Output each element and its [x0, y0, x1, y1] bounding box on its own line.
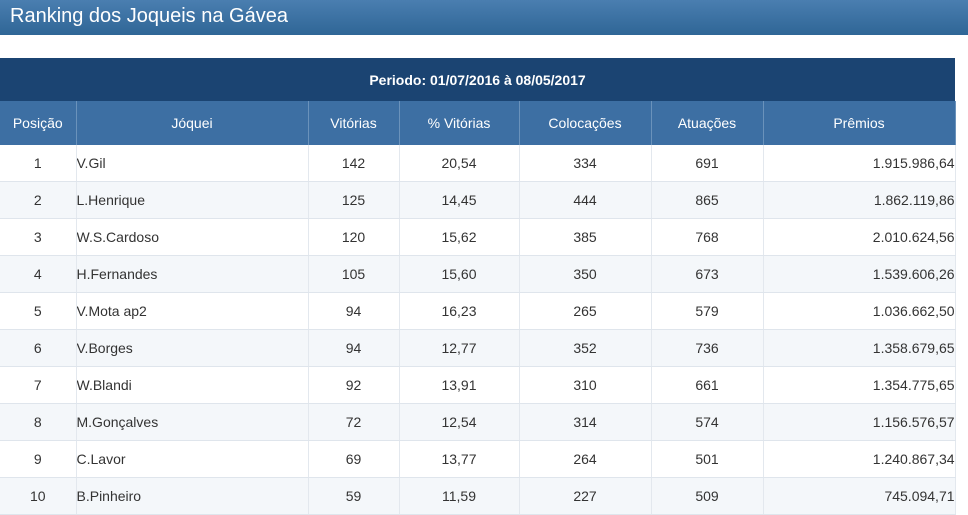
- table-cell: V.Gil: [76, 145, 309, 182]
- table-cell: 3: [0, 218, 77, 256]
- table-cell: 1.354.775,65: [763, 366, 956, 404]
- table-cell: 7: [0, 366, 77, 404]
- table-cell: 12,54: [399, 403, 520, 441]
- table-cell: 10: [0, 477, 77, 515]
- table-cell: 574: [651, 403, 764, 441]
- table-row: 6 V.Borges 94 12,77 352 736 1.358.679,65: [0, 329, 956, 367]
- table-cell: W.Blandi: [76, 366, 309, 404]
- table-cell: 1.358.679,65: [763, 329, 956, 367]
- table-cell: 736: [651, 329, 764, 367]
- table-cell: V.Borges: [76, 329, 309, 367]
- table-row: 8 M.Gonçalves 72 12,54 314 574 1.156.576,57: [0, 403, 956, 441]
- table-cell: 1.862.119,86: [763, 181, 956, 219]
- column-header: Atuações: [651, 101, 764, 145]
- column-header: % Vitórias: [399, 101, 520, 145]
- table-cell: 120: [308, 218, 400, 256]
- table-cell: 94: [308, 329, 400, 367]
- table-cell: 691: [651, 145, 764, 182]
- table-cell: 20,54: [399, 145, 520, 182]
- column-header: Jóquei: [76, 101, 309, 145]
- table-cell: L.Henrique: [76, 181, 309, 219]
- table-cell: 6: [0, 329, 77, 367]
- page-title: Ranking dos Joqueis na Gávea: [10, 5, 288, 27]
- table-cell: B.Pinheiro: [76, 477, 309, 515]
- table-cell: 310: [519, 366, 652, 404]
- column-header: Prêmios: [763, 101, 956, 145]
- table-cell: 142: [308, 145, 400, 182]
- column-header: Colocações: [519, 101, 652, 145]
- table-cell: 92: [308, 366, 400, 404]
- table-cell: 2: [0, 181, 77, 219]
- table-cell: 265: [519, 292, 652, 330]
- table-cell: 125: [308, 181, 400, 219]
- table-cell: 15,60: [399, 255, 520, 293]
- table-cell: 444: [519, 181, 652, 219]
- table-row: 1 V.Gil 142 20,54 334 691 1.915.986,64: [0, 145, 956, 182]
- table-row: 7 W.Blandi 92 13,91 310 661 1.354.775,65: [0, 366, 956, 404]
- table-cell: 745.094,71: [763, 477, 956, 515]
- table-row: 9 C.Lavor 69 13,77 264 501 1.240.867,34: [0, 440, 956, 478]
- table-row: 5 V.Mota ap2 94 16,23 265 579 1.036.662,50: [0, 292, 956, 330]
- table-cell: 11,59: [399, 477, 520, 515]
- table-cell: 661: [651, 366, 764, 404]
- table-cell: 350: [519, 255, 652, 293]
- table-body: 1 V.Gil 142 20,54 334 691 1.915.986,64 2 L.Henri…: [0, 145, 956, 515]
- table-cell: W.S.Cardoso: [76, 218, 309, 256]
- table-cell: 72: [308, 403, 400, 441]
- table-row: 3 W.S.Cardoso 120 15,62 385 768 2.010.624,56: [0, 218, 956, 256]
- table-cell: 105: [308, 255, 400, 293]
- table-cell: 385: [519, 218, 652, 256]
- table-cell: 9: [0, 440, 77, 478]
- table-cell: 509: [651, 477, 764, 515]
- table-cell: 768: [651, 218, 764, 256]
- table-cell: 1.240.867,34: [763, 440, 956, 478]
- column-header: Posição: [0, 101, 77, 145]
- table-cell: 334: [519, 145, 652, 182]
- table-cell: M.Gonçalves: [76, 403, 309, 441]
- table-cell: 16,23: [399, 292, 520, 330]
- table-cell: 579: [651, 292, 764, 330]
- table-cell: 12,77: [399, 329, 520, 367]
- table-cell: 1.539.606,26: [763, 255, 956, 293]
- table-cell: C.Lavor: [76, 440, 309, 478]
- table-cell: 4: [0, 255, 77, 293]
- table-cell: 94: [308, 292, 400, 330]
- table-cell: 15,62: [399, 218, 520, 256]
- table-cell: 227: [519, 477, 652, 515]
- table-cell: 865: [651, 181, 764, 219]
- table-cell: 2.010.624,56: [763, 218, 956, 256]
- table-cell: 14,45: [399, 181, 520, 219]
- table-cell: V.Mota ap2: [76, 292, 309, 330]
- table-cell: 501: [651, 440, 764, 478]
- table-row: 10 B.Pinheiro 59 11,59 227 509 745.094,71: [0, 477, 956, 515]
- table-cell: 13,77: [399, 440, 520, 478]
- banner: Ranking dos Joqueis na Gávea: [0, 0, 968, 35]
- table-row: 4 H.Fernandes 105 15,60 350 673 1.539.606,26: [0, 255, 956, 293]
- table-cell: 59: [308, 477, 400, 515]
- table-cell: 352: [519, 329, 652, 367]
- table-cell: 1: [0, 145, 77, 182]
- table-cell: 1.915.986,64: [763, 145, 956, 182]
- ranking-table: Periodo: 01/07/2016 à 08/05/2017 Posição…: [0, 58, 956, 515]
- header-row: Posição Jóquei Vitórias% Vitórias Colocaçõe…: [0, 101, 956, 145]
- period-row: Periodo: 01/07/2016 à 08/05/2017: [0, 58, 956, 101]
- table-cell: 673: [651, 255, 764, 293]
- table-cell: 1.036.662,50: [763, 292, 956, 330]
- table-cell: 1.156.576,57: [763, 403, 956, 441]
- table-row: 2 L.Henrique 125 14,45 444 865 1.862.119,86: [0, 181, 956, 219]
- table-cell: 314: [519, 403, 652, 441]
- period: Periodo: 01/07/2016 à 08/05/2017: [0, 58, 956, 101]
- table-cell: 13,91: [399, 366, 520, 404]
- table-cell: 69: [308, 440, 400, 478]
- table-cell: H.Fernandes: [76, 255, 309, 293]
- table-cell: 8: [0, 403, 77, 441]
- table-cell: 264: [519, 440, 652, 478]
- table-cell: 5: [0, 292, 77, 330]
- column-header: Vitórias: [308, 101, 400, 145]
